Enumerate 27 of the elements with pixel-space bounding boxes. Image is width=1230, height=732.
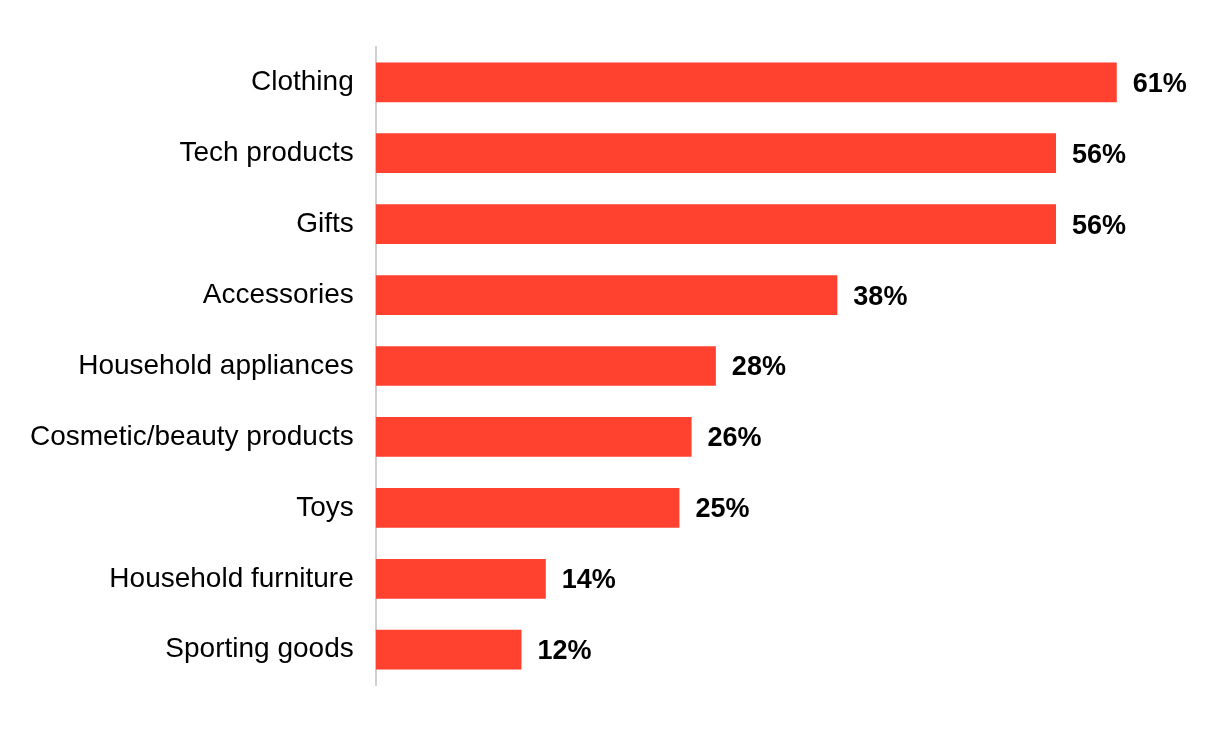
- data-label: 28%: [731, 351, 786, 382]
- bar: [375, 275, 838, 315]
- data-label: 26%: [707, 422, 762, 453]
- data-label: 12%: [537, 635, 592, 666]
- y-tick-label: Cosmetic/beauty products: [29, 419, 354, 451]
- bar: [375, 204, 1057, 244]
- y-tick-label: Sporting goods: [165, 632, 354, 664]
- bar: [375, 62, 1117, 103]
- y-tick-label: Household furniture: [109, 561, 354, 593]
- y-tick-label: Clothing: [250, 64, 354, 96]
- y-tick-label: Toys: [296, 490, 354, 522]
- bar: [375, 558, 546, 599]
- y-tick-label: Accessories: [202, 277, 354, 309]
- bar: [375, 488, 680, 528]
- y-tick-label: Gifts: [296, 206, 354, 238]
- data-label: 56%: [1072, 138, 1127, 169]
- data-label: 14%: [561, 564, 616, 595]
- bar: [375, 417, 692, 457]
- bar: [375, 133, 1057, 174]
- data-label: 25%: [695, 493, 750, 524]
- data-label: 38%: [853, 280, 908, 311]
- data-label: 61%: [1132, 67, 1187, 98]
- bar: [375, 629, 522, 670]
- bar: [375, 346, 716, 386]
- y-tick-label: Tech products: [179, 135, 354, 167]
- y-tick-label: Household appliances: [78, 348, 354, 380]
- data-label: 56%: [1072, 209, 1127, 240]
